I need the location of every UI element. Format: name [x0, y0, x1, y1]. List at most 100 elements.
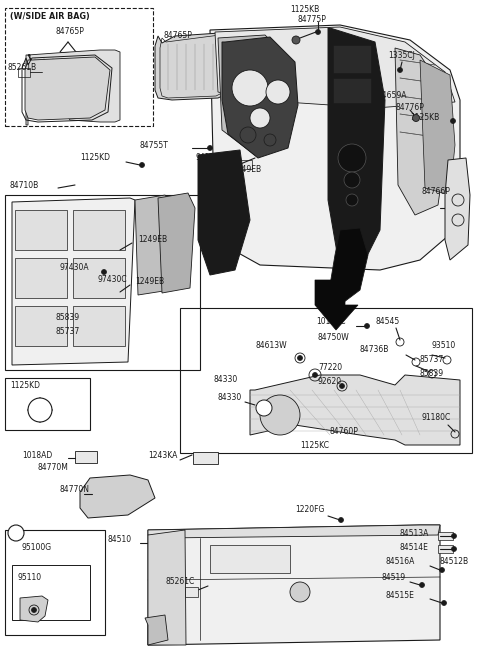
Text: 84515E: 84515E [385, 590, 414, 600]
Text: 91180C: 91180C [422, 413, 451, 422]
Polygon shape [25, 57, 110, 120]
Text: 84613W: 84613W [255, 340, 287, 350]
Text: 1125KC: 1125KC [300, 440, 329, 449]
Text: 85839: 85839 [55, 314, 79, 323]
Bar [15, 258, 67, 298]
Text: 77220: 77220 [318, 363, 342, 373]
Text: 84510: 84510 [108, 535, 132, 544]
Polygon shape [215, 27, 455, 108]
Text: 84770M: 84770M [38, 464, 69, 472]
Circle shape [266, 80, 290, 104]
Text: 95110: 95110 [18, 573, 42, 583]
Bar [228, 160, 252, 169]
Polygon shape [148, 530, 186, 645]
Text: 84755T: 84755T [140, 140, 169, 150]
Polygon shape [250, 375, 460, 445]
Bar [18, 68, 30, 77]
Text: 84760P: 84760P [330, 428, 359, 436]
Circle shape [28, 398, 52, 422]
Text: 84750W: 84750W [318, 333, 350, 342]
Text: 84710B: 84710B [10, 180, 39, 190]
Text: 1125KD: 1125KD [10, 380, 40, 390]
Polygon shape [445, 158, 470, 260]
Text: 93510: 93510 [432, 340, 456, 350]
Text: 84330: 84330 [218, 394, 242, 403]
Text: 97430C: 97430C [98, 276, 128, 285]
Text: 1018AC: 1018AC [316, 318, 346, 327]
Circle shape [260, 395, 300, 435]
Text: 1125KB: 1125KB [410, 113, 439, 123]
Text: a: a [11, 529, 15, 537]
Bar [180, 308, 472, 453]
Circle shape [8, 525, 24, 541]
Polygon shape [26, 50, 120, 125]
Circle shape [397, 68, 403, 73]
Text: 1249EB: 1249EB [232, 165, 261, 174]
Polygon shape [198, 150, 250, 275]
Polygon shape [330, 228, 368, 305]
Circle shape [250, 108, 270, 128]
Text: 85737: 85737 [55, 327, 79, 337]
Circle shape [451, 119, 456, 123]
Text: 85737: 85737 [420, 356, 444, 365]
Text: 94115A: 94115A [195, 154, 224, 163]
Bar [5, 195, 200, 370]
Bar [73, 258, 125, 298]
Circle shape [292, 36, 300, 44]
Polygon shape [80, 475, 155, 518]
Polygon shape [315, 280, 358, 330]
Text: 85261B: 85261B [8, 64, 37, 73]
Circle shape [32, 607, 36, 613]
Polygon shape [12, 198, 135, 365]
Circle shape [256, 400, 272, 416]
Polygon shape [395, 48, 445, 215]
Text: 84512B: 84512B [440, 558, 469, 567]
Text: 1125KB: 1125KB [290, 5, 319, 14]
Circle shape [364, 323, 370, 329]
Polygon shape [148, 525, 440, 538]
Bar [5, 530, 105, 635]
Text: 84770N: 84770N [60, 485, 90, 495]
Text: 97430A: 97430A [60, 264, 90, 272]
Circle shape [412, 115, 420, 121]
Text: 84330: 84330 [213, 375, 237, 384]
Circle shape [338, 144, 366, 172]
Polygon shape [328, 28, 385, 270]
Bar [5, 8, 153, 126]
Circle shape [207, 146, 213, 150]
Polygon shape [135, 195, 175, 295]
Text: 84516A: 84516A [385, 558, 414, 567]
Bar [210, 545, 290, 573]
Text: 84765P: 84765P [55, 28, 84, 37]
Text: 85261C: 85261C [165, 577, 194, 586]
Circle shape [452, 546, 456, 552]
Bar [438, 532, 453, 540]
Bar [75, 451, 97, 463]
Circle shape [452, 533, 456, 539]
Text: 1249EB: 1249EB [138, 236, 167, 245]
Bar [438, 545, 453, 553]
Text: 84513A: 84513A [400, 529, 430, 537]
Circle shape [232, 70, 268, 106]
Bar [185, 587, 198, 597]
Text: a: a [259, 403, 264, 413]
Circle shape [339, 384, 345, 388]
Text: 84776P: 84776P [395, 102, 424, 112]
Polygon shape [420, 60, 455, 195]
Circle shape [101, 270, 107, 274]
Circle shape [420, 583, 424, 588]
Circle shape [140, 163, 144, 167]
Bar [333, 45, 371, 73]
Circle shape [312, 373, 317, 377]
Circle shape [338, 518, 344, 522]
Text: 1125KD: 1125KD [80, 154, 110, 163]
Bar [333, 78, 371, 103]
Text: 1243KA: 1243KA [148, 451, 178, 459]
Bar [15, 306, 67, 346]
Polygon shape [20, 596, 48, 622]
Text: 84775P: 84775P [298, 16, 327, 24]
Bar [5, 378, 90, 430]
Circle shape [442, 600, 446, 605]
Text: 84519: 84519 [382, 573, 406, 583]
Circle shape [440, 567, 444, 573]
